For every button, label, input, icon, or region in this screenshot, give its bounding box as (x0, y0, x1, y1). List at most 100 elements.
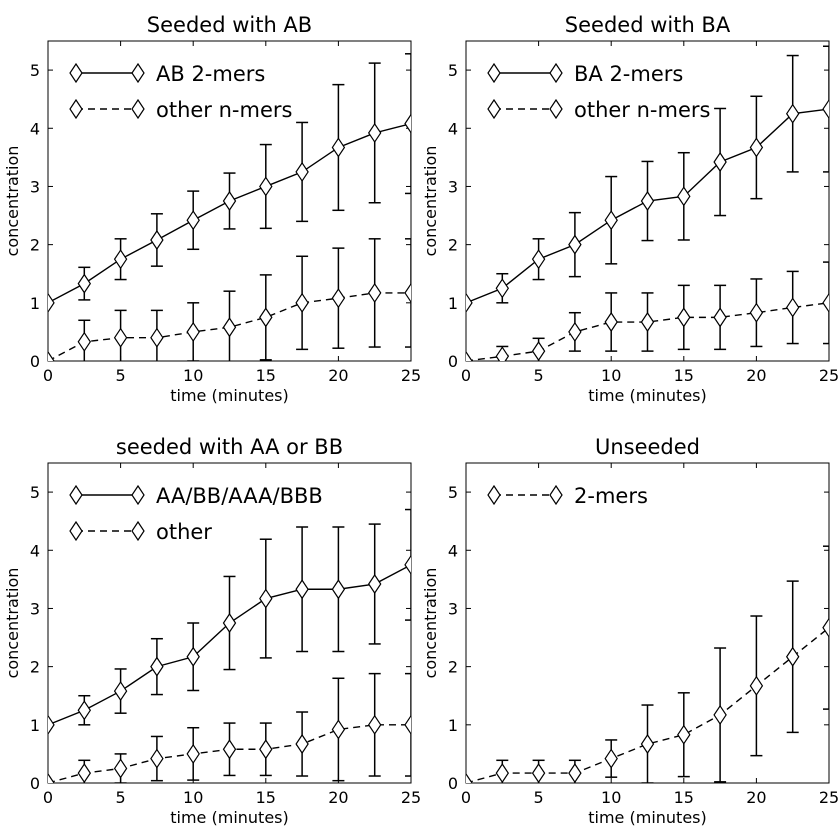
x-axis-label: time (minutes) (588, 808, 706, 827)
data-point (113, 680, 128, 702)
x-tick-label: 20 (328, 788, 348, 807)
data-point (495, 346, 510, 361)
data-point (785, 297, 800, 318)
legend-label: BA 2-mers (574, 62, 683, 86)
data-point (150, 327, 164, 348)
y-axis-label: concentration (421, 568, 440, 679)
data-point (259, 176, 273, 197)
axes-frame (465, 40, 830, 362)
legend-label: other n-mers (574, 98, 710, 122)
data-point (495, 278, 510, 299)
data-point (295, 579, 309, 600)
y-tick-label: 1 (30, 716, 40, 735)
y-tick-label: 2 (30, 658, 40, 677)
x-tick-label: 15 (674, 788, 694, 807)
y-tick-label: 4 (448, 119, 458, 138)
data-point (331, 288, 346, 309)
data-point (77, 763, 92, 783)
legend-marker (487, 62, 501, 84)
data-point (785, 103, 800, 124)
y-tick-label: 0 (448, 774, 458, 793)
x-tick-label: 20 (328, 366, 348, 385)
data-point (531, 341, 546, 361)
x-tick-label: 10 (601, 366, 621, 385)
data-point (331, 719, 346, 740)
series-line (48, 292, 411, 361)
data-point (677, 186, 691, 207)
data-point (677, 307, 691, 328)
y-tick-label: 2 (30, 236, 40, 255)
data-point (466, 292, 473, 313)
x-tick-label: 5 (116, 788, 126, 807)
data-point (48, 714, 55, 735)
y-axis-label: concentration (421, 146, 440, 257)
y-tick-label: 1 (448, 716, 458, 735)
y-tick-label: 2 (448, 236, 458, 255)
y-tick-label: 4 (30, 541, 40, 560)
data-area (48, 508, 411, 783)
x-tick-label: 25 (819, 788, 839, 807)
data-point (295, 733, 309, 755)
legend-marker (487, 484, 501, 506)
data-point (367, 282, 382, 304)
x-tick-label: 25 (401, 788, 421, 807)
legend-marker (131, 62, 145, 84)
y-tick-label: 4 (30, 119, 40, 138)
legend-marker (69, 484, 83, 506)
data-point (259, 739, 273, 760)
data-point (222, 739, 237, 760)
x-axis-label: time (minutes) (588, 386, 706, 405)
data-point (404, 282, 411, 304)
legend-label: other (156, 520, 212, 544)
series-2 (48, 238, 411, 361)
data-point (113, 249, 128, 270)
series-2 (466, 261, 829, 361)
x-axis-label: time (minutes) (170, 386, 288, 405)
x-tick-label: 25 (819, 366, 839, 385)
data-point (640, 190, 655, 212)
y-axis-label: concentration (3, 568, 22, 679)
series-2 (48, 672, 411, 783)
data-point (604, 748, 618, 769)
series-1 (48, 508, 411, 735)
x-tick-label: 0 (461, 788, 471, 807)
data-point (404, 554, 411, 575)
data-area (466, 45, 829, 361)
chart-title: Seeded with BA (565, 13, 731, 37)
data-point (113, 758, 128, 779)
data-point (186, 743, 200, 764)
legend-marker (549, 98, 563, 120)
chart-panel-1: 0 5 10 15 20 25 0 1 2 3 4 5 Seeded with AB time (minu… (3, 13, 421, 405)
y-tick-label: 0 (448, 352, 458, 371)
chart-title: Unseeded (595, 435, 700, 459)
x-tick-label: 20 (746, 788, 766, 807)
data-point (222, 317, 237, 338)
x-tick-label: 15 (674, 366, 694, 385)
data-point (150, 748, 164, 769)
series-line (466, 627, 829, 783)
x-tick-label: 0 (461, 366, 471, 385)
y-tick-label: 5 (30, 483, 40, 502)
x-tick-label: 5 (534, 788, 544, 807)
y-tick-label: 1 (30, 294, 40, 313)
data-point (113, 327, 128, 348)
legend-marker (549, 62, 563, 84)
data-point (677, 724, 691, 745)
y-tick-label: 3 (30, 599, 40, 618)
legend: 2-mers (487, 484, 648, 508)
data-point (150, 229, 164, 251)
y-tick-label: 3 (448, 177, 458, 196)
chart-title: seeded with AA or BB (116, 435, 343, 459)
x-tick-label: 10 (183, 366, 203, 385)
axes-frame (47, 462, 412, 784)
y-tick-label: 3 (30, 177, 40, 196)
legend-marker (487, 98, 501, 120)
data-point (531, 763, 546, 783)
data-point (77, 700, 92, 721)
data-point (466, 350, 473, 361)
data-point (404, 714, 411, 735)
data-point (259, 588, 273, 609)
y-tick-label: 0 (30, 352, 40, 371)
data-point (48, 292, 55, 313)
